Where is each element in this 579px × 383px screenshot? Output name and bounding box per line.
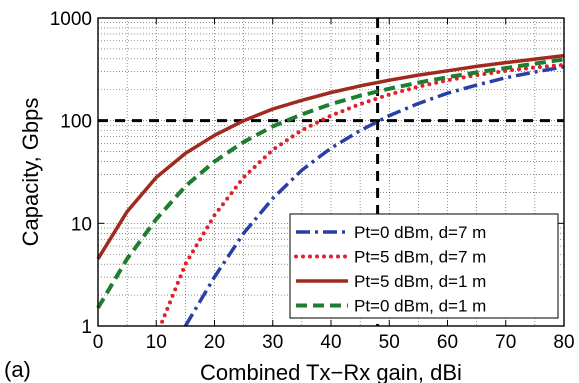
y-tick-label: 1 [81, 317, 92, 338]
y-axis-label: Capacity, Gbps [18, 98, 43, 247]
series-line-3 [96, 53, 565, 260]
y-tick-label: 1000 [50, 9, 92, 30]
x-tick-label: 30 [262, 332, 283, 353]
legend-label-3: Pt=5 dBm, d=1 m [354, 272, 486, 291]
legend-label-4: Pt=0 dBm, d=1 m [354, 297, 486, 316]
y-tick-label: 10 [71, 214, 92, 235]
series-line-4 [96, 57, 565, 309]
x-tick-label: 50 [379, 332, 400, 353]
legend: Pt=0 dBm, d=7 m Pt=5 dBm, d=7 m Pt=5 dBm, … [289, 213, 559, 319]
x-axis-label: Combined Tx−Rx gain, dBi [200, 360, 462, 383]
legend-label-2: Pt=5 dBm, d=7 m [354, 248, 486, 267]
x-tick-label: 20 [204, 332, 225, 353]
x-tick-label: 70 [495, 332, 516, 353]
panel-label: (a) [4, 357, 31, 382]
y-tick-label: 100 [60, 112, 92, 133]
x-tick-label: 0 [93, 332, 104, 353]
x-tick-label: 10 [146, 332, 167, 353]
x-tick-label: 60 [437, 332, 458, 353]
series-layer [96, 53, 566, 327]
x-tick-label: 80 [553, 332, 574, 353]
axis-ticks: 0 10 20 30 40 50 60 70 80 1 10 100 1000 [50, 9, 575, 353]
legend-label-1: Pt=0 dBm, d=7 m [354, 223, 486, 242]
series-line-1 [183, 65, 565, 327]
x-tick-label: 40 [320, 332, 341, 353]
